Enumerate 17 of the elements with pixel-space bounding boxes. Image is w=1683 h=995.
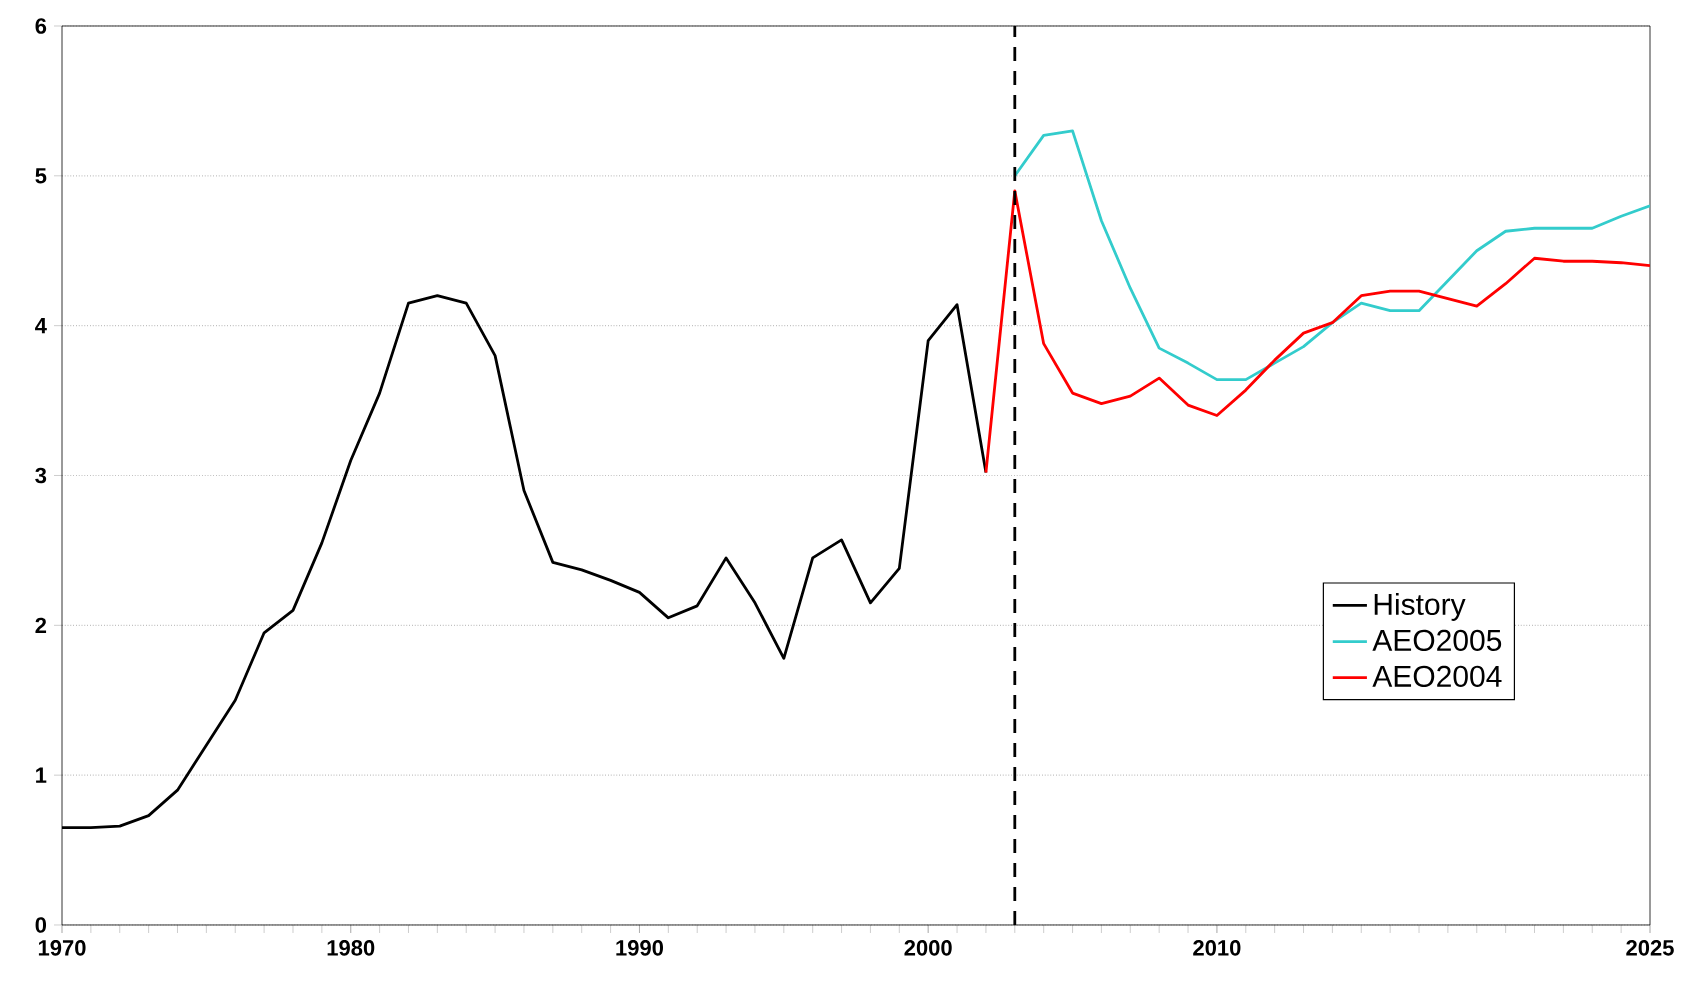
- y-tick-label: 4: [35, 318, 47, 334]
- legend-label: History: [1374, 593, 1466, 621]
- x-tick-label: 2025: [1626, 940, 1674, 956]
- x-tick-label: 1990: [616, 940, 664, 956]
- y-tick-label: 5: [35, 168, 47, 184]
- y-tick-label: 3: [35, 467, 47, 484]
- legend-label: AEO2004: [1372, 665, 1502, 687]
- x-tick-label: 2010: [1193, 940, 1241, 956]
- x-tick-label: 1980: [327, 940, 375, 956]
- y-tick-label: 2: [35, 617, 47, 633]
- y-tick-label: 1: [36, 767, 47, 783]
- x-tick-label: 1970: [38, 940, 86, 956]
- x-tick-label: 2000: [904, 940, 952, 956]
- y-tick-label: 0: [35, 917, 47, 933]
- line-series: [984, 189, 1650, 474]
- y-tick-label: 6: [35, 18, 47, 34]
- legend-label: AEO2005: [1372, 629, 1502, 651]
